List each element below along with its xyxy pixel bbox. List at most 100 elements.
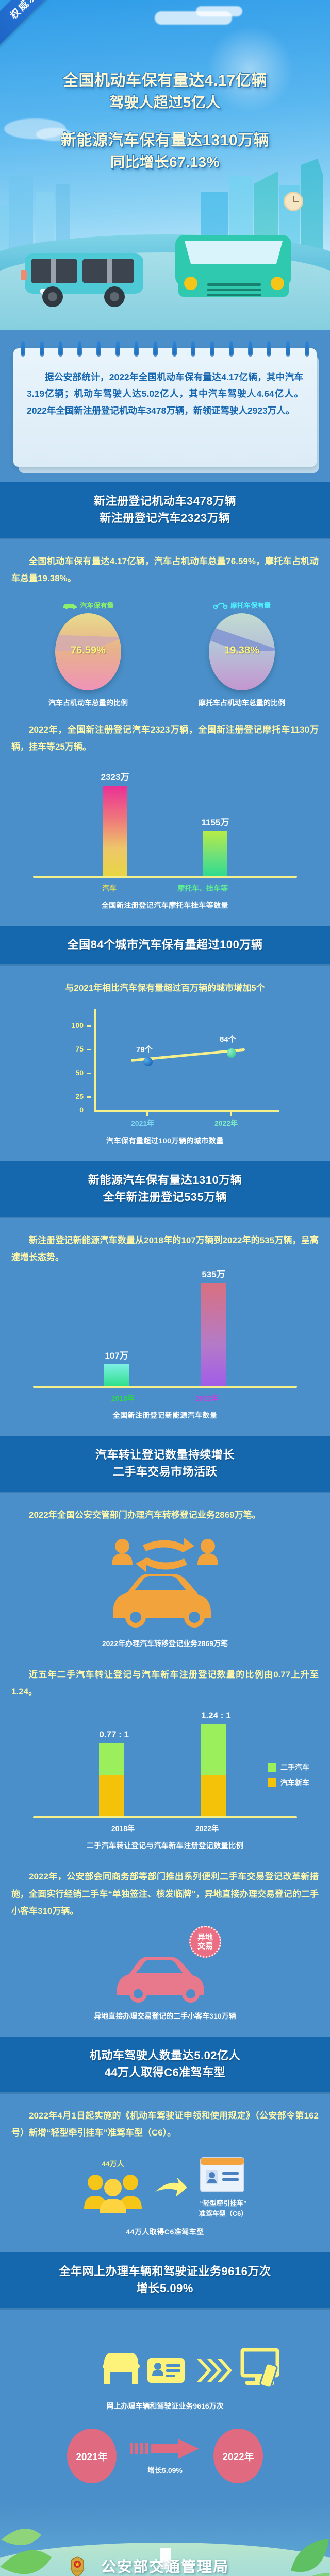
monitor-icon — [240, 2348, 279, 2388]
ring-icon — [58, 341, 63, 357]
bar-x-labels: 汽车 摩托车、挂车等 — [11, 883, 319, 893]
section-transfer: 2022年全国公安交管部门办理汽车转移登记业务2869万笔。 2022年办理汽车… — [0, 1493, 330, 2037]
ring-icon — [134, 341, 139, 357]
license-line-1: “轻型牵引挂车” — [200, 2199, 247, 2208]
ring-icon — [115, 341, 120, 357]
badge-line-1: 异地 — [197, 1933, 213, 1942]
authority-ribbon: 权威发布 — [0, 0, 78, 51]
section-drivers: 2022年4月1日起实施的《机动车驾驶证申领和使用规定》（公安部令第162号）新… — [0, 2093, 330, 2253]
transfer-icon-block: 2022年办理汽车转移登记业务2869万笔 — [11, 1533, 319, 1649]
section-lead-text: 2022年4月1日起实施的《机动车驾驶证申领和使用规定》（公安部令第162号）新… — [11, 2110, 319, 2138]
bar-axis-line — [32, 1385, 298, 1388]
year-circle-from: 2021年 — [67, 2429, 117, 2484]
summary-paragraph: 据公安部统计，2022年全国机动车保有量达4.17亿辆，其中汽车3.19亿辆；机… — [27, 372, 303, 416]
banner-line-1: 机动车驾驶人数量达5.02亿人 — [89, 2048, 241, 2062]
bar-2022 — [201, 1282, 226, 1386]
year-circle-to: 2022年 — [213, 2429, 263, 2484]
legend-row-new: 汽车新车 — [268, 1777, 309, 1788]
summary-note-section: 据公安部统计，2022年全国机动车保有量达4.17亿辆，其中汽车3.19亿辆；机… — [0, 330, 330, 482]
pink-car-icon — [117, 1956, 204, 2003]
x-tick-2021 — [146, 1111, 148, 1116]
pie-caption-cars: 汽车占机动车总量的比例 — [48, 699, 128, 707]
data-point-2021 — [143, 1057, 153, 1066]
hero-title-line-1: 全国机动车保有量达4.17亿辆 — [63, 72, 267, 89]
section-banner-transfer: 汽车转让登记数量持续增长 二手车交易市场活跃 — [0, 1435, 330, 1493]
bar-chart-caption: 全国新注册登记汽车摩托车挂车等数量 — [101, 901, 229, 909]
ring-icon — [248, 341, 253, 357]
y-label-0: 0 — [79, 1105, 84, 1114]
online-services-caption: 网上办理车辆和驾驶证业务9616万次 — [106, 2402, 224, 2411]
hero-titles: 全国机动车保有量达4.17亿辆 驾驶人超过5亿人 新能源汽车保有量达1310万辆… — [0, 70, 330, 173]
ring-icon — [39, 341, 44, 357]
y-label-75: 75 — [75, 1044, 84, 1053]
stacked-seg-used-2022 — [201, 1724, 226, 1775]
bar-cars — [103, 785, 128, 876]
stacked-chart-legend: 二手汽车 汽车新车 — [268, 1762, 309, 1793]
bar-axis-line — [32, 875, 298, 878]
stacked-seg-new-2018 — [99, 1775, 124, 1817]
ring-icon — [191, 341, 196, 357]
ring-icon — [172, 341, 177, 357]
people-icon — [84, 2174, 142, 2213]
section-online: 网上办理车辆和驾驶证业务9616万次 2021年 增长5.09% 2022年 — [0, 2310, 330, 2499]
c6-caption: 44万人取得C6准驾车型 — [126, 2228, 204, 2236]
people-count-label: 44万人 — [102, 2159, 124, 2168]
pie-value-motorcycles: 19.38% — [224, 645, 259, 656]
ring-icon — [304, 341, 309, 357]
pie-chart-cars: 汽车保有量 76.59% 汽车占机动车总量的比例 — [11, 600, 165, 708]
chevrons-icon — [197, 2359, 232, 2382]
bar-value-2022: 535万 — [202, 1269, 225, 1279]
pie-shape-motorcycles: 19.38% — [209, 613, 275, 691]
growth-label: 增长5.09% — [147, 2466, 183, 2475]
bar-label-2022: 2022年 — [195, 1394, 219, 1402]
remote-trade-icon-block: 异地 交易 异地直接办理交易登记的二手小客车310万辆 — [11, 1925, 319, 2021]
motorcycle-icon — [213, 603, 228, 609]
section-banner-nev: 新能源汽车保有量达1310万辆 全年新注册登记535万辆 — [0, 1161, 330, 1218]
leaf-decoration-right — [291, 2539, 330, 2576]
bar-item-motos: 1155万 — [201, 815, 229, 876]
banner-line-2: 全年新注册登记535万辆 — [103, 1190, 227, 1204]
line-chart-cities: 100 75 50 25 0 79个 84个 2021年 2022年 — [11, 1006, 319, 1134]
banner-line-1: 新能源汽车保有量达1310万辆 — [88, 1173, 242, 1187]
stacked-bar-item-2022: 1.24 : 1 — [201, 1710, 231, 1817]
section-banner-drivers: 机动车驾驶人数量达5.02亿人 44万人取得C6准驾车型 — [0, 2036, 330, 2094]
car-transfer-icon — [112, 1538, 218, 1628]
banner-line-2: 增长5.09% — [137, 2282, 193, 2295]
pie-caption-motorcycles: 摩托车占机动车总量的比例 — [199, 699, 285, 707]
bar-label-motos: 摩托车、挂车等 — [177, 884, 228, 892]
car-front-icon — [103, 2353, 140, 2384]
online-services-icon-block: 网上办理车辆和驾驶证业务9616万次 — [11, 2336, 319, 2411]
section-registrations: 全国机动车保有量达4.17亿辆，汽车占机动车总量76.59%，摩托车占机动车总量… — [0, 539, 330, 926]
y-label-50: 50 — [75, 1068, 84, 1077]
clock-icon — [284, 192, 303, 211]
y-tick-75 — [87, 1048, 91, 1050]
bar-group: 107万 535万 — [11, 1269, 319, 1386]
banner-line-2: 新注册登记汽车2323万辆 — [100, 512, 230, 524]
stacked-chart-caption: 二手汽车转让登记与汽车新车注册登记数量比例 — [86, 1841, 244, 1850]
pie-legend-motorcycles: 摩托车保有量 — [165, 600, 319, 610]
legend-label-used: 二手汽车 — [280, 1763, 309, 1772]
hero-title-line-3: 新能源汽车保有量达1310万辆 — [60, 132, 270, 149]
stacked-axis-line — [32, 1816, 298, 1819]
bar-item-2018: 107万 — [104, 1348, 129, 1386]
bar-2018 — [104, 1364, 129, 1386]
pie-value-cars: 76.59% — [71, 645, 106, 656]
hero-banner: 权威发布 — [0, 0, 330, 330]
ring-icon — [21, 341, 25, 357]
cloud-icon — [4, 118, 66, 139]
data-label-2021: 79个 — [136, 1045, 153, 1054]
x-label-2022: 2022年 — [214, 1118, 238, 1127]
remote-trade-caption: 异地直接办理交易登记的二手小客车310万辆 — [94, 2011, 236, 2020]
bar-value-motos: 1155万 — [201, 817, 229, 827]
bar-value-cars: 2323万 — [101, 772, 129, 782]
c6-illustration-row: 44万人 — [11, 2156, 319, 2218]
arrow-right-icon — [155, 2177, 187, 2197]
pie-charts-group: 汽车保有量 76.59% 汽车占机动车总量的比例 摩托车保有量 — [11, 600, 319, 708]
legend-swatch-new — [268, 1778, 276, 1787]
remote-trade-badge: 异地 交易 — [189, 1925, 221, 1958]
y-tick-100 — [87, 1025, 91, 1027]
stacked-bar-chart-ratio: 0.77 : 1 1.24 : 1 二手汽车 汽车新车 — [11, 1705, 319, 1834]
bar-motos — [203, 831, 228, 876]
y-label-25: 25 — [75, 1092, 84, 1100]
